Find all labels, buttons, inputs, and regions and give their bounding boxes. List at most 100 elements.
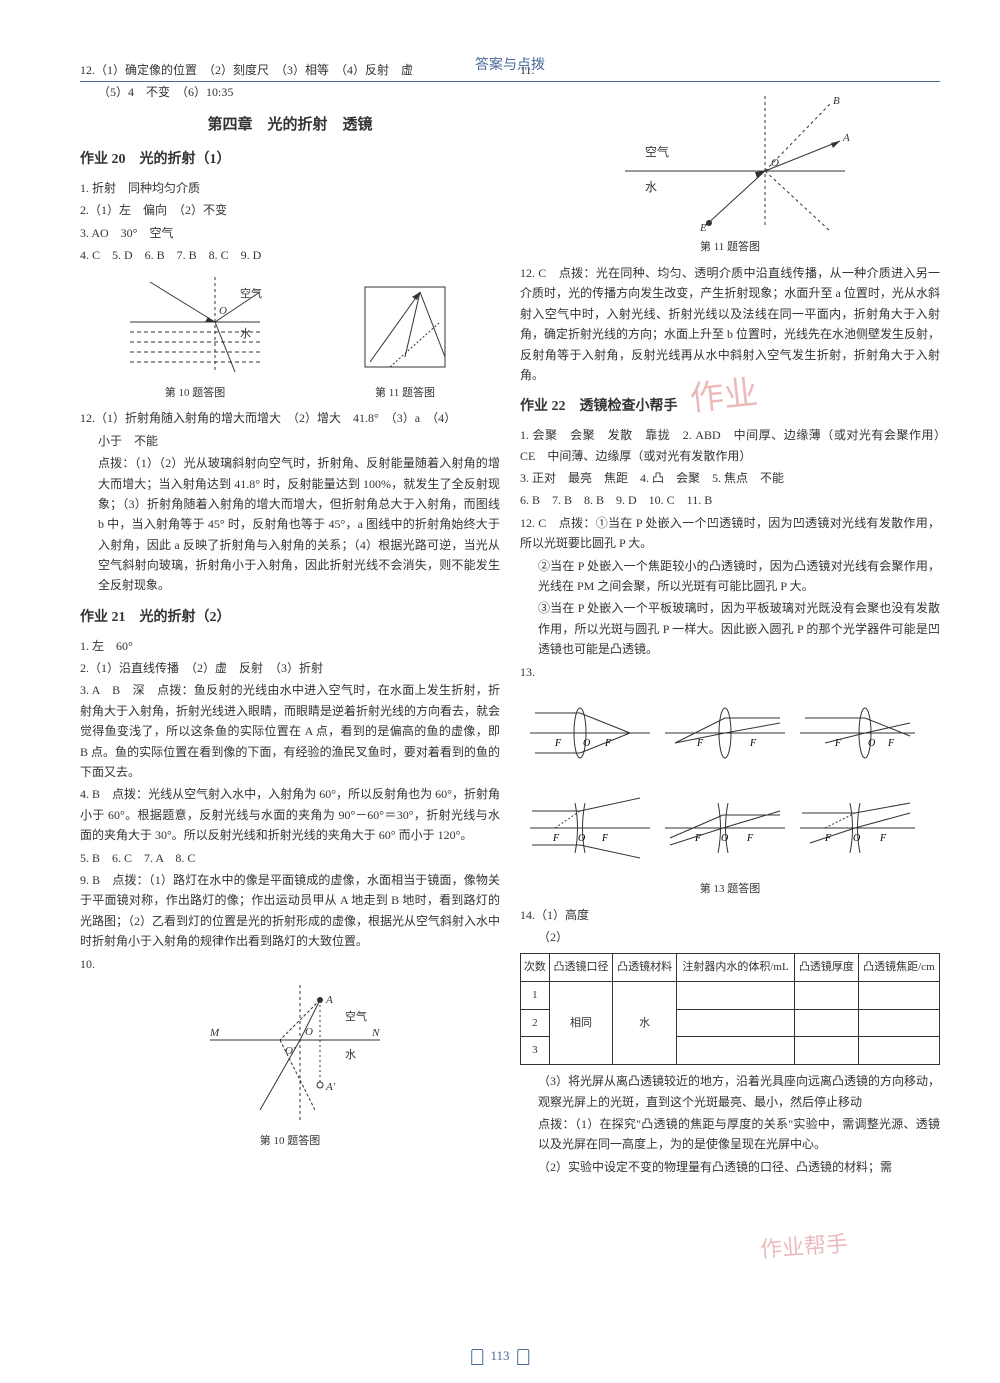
td — [676, 982, 794, 1010]
th-0: 次数 — [521, 954, 550, 982]
hw20-fig-row: O 空气 水 第 10 题答图 — [80, 272, 500, 403]
svg-text:O: O — [853, 833, 860, 844]
hw20-title: 作业 20 光的折射（1） — [80, 148, 500, 172]
q12-pre-b: （5）4 不变 （6）10:35 — [80, 82, 500, 102]
th-3: 注射器内水的体积/mL — [676, 954, 794, 982]
watermark-2: 作业帮手 — [759, 1225, 849, 1268]
lbl-M: M — [209, 1027, 220, 1039]
r11-E: E — [699, 222, 707, 234]
page-header: 答案与点拨 — [80, 54, 940, 82]
hw22-title: 作业 22 透镜检查小帮手 — [520, 395, 940, 419]
hw21-i5: 5. B 6. C 7. A 8. C — [80, 848, 500, 868]
hw21-fig10: M N O O' 空气 水 A A' 第 10 题答图 — [180, 980, 400, 1151]
hw20-i3: 3. AO 30° 空气 — [80, 223, 500, 243]
svg-text:F: F — [601, 833, 609, 844]
hw21-title: 作业 21 光的折射（2） — [80, 606, 500, 630]
td — [858, 982, 939, 1010]
hw20-fig10: O 空气 水 第 10 题答图 — [120, 272, 270, 403]
r11-B: B — [833, 95, 840, 107]
td — [858, 1009, 939, 1037]
svg-text:F: F — [604, 738, 612, 749]
lbl-Ap: A' — [325, 1081, 336, 1093]
hw22-i4: 12. C 点拨：①当在 P 处嵌入一个凹透镜时，因为凹透镜对光线有发散作用，所… — [520, 513, 940, 554]
td — [795, 1009, 859, 1037]
hw21-fig-row: M N O O' 空气 水 A A' 第 10 题答图 — [80, 980, 500, 1151]
svg-text:F: F — [552, 833, 560, 844]
fig13-cap: 第 13 题答图 — [520, 880, 940, 899]
hw20-i4: 4. C 5. D 6. B 7. B 8. C 9. D — [80, 245, 500, 265]
r-fig11-row: 空气 水 O E A B 第 11 题答图 — [520, 86, 940, 257]
r11-air: 空气 — [645, 144, 669, 159]
th-5: 凸透镜焦距/cm — [858, 954, 939, 982]
td — [676, 1037, 794, 1065]
r-q12c: 12. C 点拨：光在同种、均匀、透明介质中沿直线传播，从一种介质进入另一介质时… — [520, 263, 940, 385]
td — [795, 1037, 859, 1065]
td: 2 — [521, 1009, 550, 1037]
hw21-i1: 1. 左 60° — [80, 636, 500, 656]
hw21-i4: 4. B 点拨：光线从空气射入水中，入射角为 60°，所以反射角也为 60°，折… — [80, 784, 500, 845]
hw22-fig13: F F O F F — [520, 688, 940, 899]
lbl-water: 水 — [345, 1048, 356, 1061]
th-4: 凸透镜厚度 — [795, 954, 859, 982]
td: 3 — [521, 1037, 550, 1065]
th-2: 凸透镜材料 — [613, 954, 677, 982]
svg-text:O: O — [721, 833, 728, 844]
fig10-svg: O 空气 水 — [120, 272, 270, 382]
q14-table-wrap: 次数 凸透镜口径 凸透镜材料 注射器内水的体积/mL 凸透镜厚度 凸透镜焦距/c… — [520, 953, 940, 1065]
svg-text:F: F — [879, 833, 887, 844]
svg-text:F: F — [824, 833, 832, 844]
svg-text:F: F — [749, 738, 757, 749]
r11-A: A — [842, 132, 850, 144]
svg-text:F: F — [887, 738, 895, 749]
page-number: 113 — [467, 1345, 533, 1367]
td — [858, 1037, 939, 1065]
q14-dianbo: 点拨：（1）在探究"凸透镜的焦距与厚度的关系"实验中，需调整光源、透镜以及光屏在… — [520, 1114, 940, 1155]
lbl-N: N — [371, 1027, 380, 1039]
fig13-svg: F F O F F — [520, 688, 920, 878]
chapter-title: 第四章 光的折射 透镜 — [80, 113, 500, 139]
hw20-q12b: 小于 不能 — [80, 431, 500, 451]
hw21-i7: 10. — [80, 954, 500, 974]
hw22-i1: 1. 会聚 会聚 发散 靠拢 2. ABD 中间厚、边缘薄（或对光有会聚作用） … — [520, 425, 940, 466]
svg-text:水: 水 — [240, 327, 251, 340]
page-number-text: 113 — [490, 1348, 509, 1363]
svg-text:F: F — [746, 833, 754, 844]
hw22-i5: ②当在 P 处嵌入一个焦距较小的凸透镜时，因为凸透镜对光线有会聚作用，光线在 P… — [520, 556, 940, 597]
lbl-air: 空气 — [345, 1009, 367, 1023]
left-column: 12.（1）确定像的位置 （2）刻度尺 （3）相等 （4）反射 虚 （5）4 不… — [80, 60, 500, 1179]
r-fig11: 空气 水 O E A B 第 11 题答图 — [605, 86, 855, 257]
table-row: 次数 凸透镜口径 凸透镜材料 注射器内水的体积/mL 凸透镜厚度 凸透镜焦距/c… — [521, 954, 940, 982]
fig11-cap: 第 11 题答图 — [350, 384, 460, 403]
q14-d: （2）实验中设定不变的物理量有凸透镜的口径、凸透镜的材料；需 — [520, 1157, 940, 1177]
td — [676, 1009, 794, 1037]
svg-text:O: O — [578, 833, 585, 844]
hw21-i3: 3. A B 深 点拨：鱼反射的光线由水中进入空气时，在水面上发生折射，折射角大… — [80, 680, 500, 782]
hw20-q12a: 12.（1）折射角随入射角的增大而增大 （2）增大 41.8° （3）a （4） — [80, 408, 500, 428]
r-fig11-svg: 空气 水 O E A B — [605, 86, 855, 236]
hw21-i6: 9. B 点拨：（1）路灯在水中的像是平面镜成的虚像，水面相当于镜面，像物关于平… — [80, 870, 500, 952]
header-title: 答案与点拨 — [475, 58, 545, 73]
svg-text:F: F — [554, 738, 562, 749]
hw22-title-text: 作业 22 透镜检查小帮手 — [520, 399, 678, 414]
svg-text:O: O — [868, 738, 875, 749]
lbl-A: A — [325, 994, 333, 1006]
svg-text:O: O — [583, 738, 590, 749]
hw22-i2: 3. 正对 最亮 焦距 4. 凸 会聚 5. 焦点 不能 — [520, 468, 940, 488]
fig10b-cap: 第 10 题答图 — [180, 1132, 400, 1151]
q14-c: （3）将光屏从离凸透镜较近的地方，沿着光具座向远离凸透镜的方向移动，观察光屏上的… — [520, 1071, 940, 1112]
q14-a: 14.（1）高度 — [520, 905, 940, 925]
fig11-svg — [350, 272, 460, 382]
td — [795, 982, 859, 1010]
th-1: 凸透镜口径 — [549, 954, 613, 982]
hw22-fig13-row: F F O F F — [520, 688, 940, 899]
r-fig11-cap: 第 11 题答图 — [605, 238, 855, 257]
hw21-i2: 2.（1）沿直线传播 （2）虚 反射 （3）折射 — [80, 658, 500, 678]
td: 相同 — [549, 982, 613, 1065]
hw22-i7: 13. — [520, 662, 940, 682]
r11-water: 水 — [645, 180, 657, 194]
fig10-cap: 第 10 题答图 — [120, 384, 270, 403]
hw20-fig11: 第 11 题答图 — [350, 272, 460, 403]
hw20-q12-dianbo: 点拨：（1）（2）光从玻璃斜射向空气时，折射角、反射能量随着入射角的增大而增大；… — [80, 453, 500, 596]
hw22-i6: ③当在 P 处嵌入一个平板玻璃时，因为平板玻璃对光既没有会聚也没有发散作用，所以… — [520, 598, 940, 659]
td: 水 — [613, 982, 677, 1065]
